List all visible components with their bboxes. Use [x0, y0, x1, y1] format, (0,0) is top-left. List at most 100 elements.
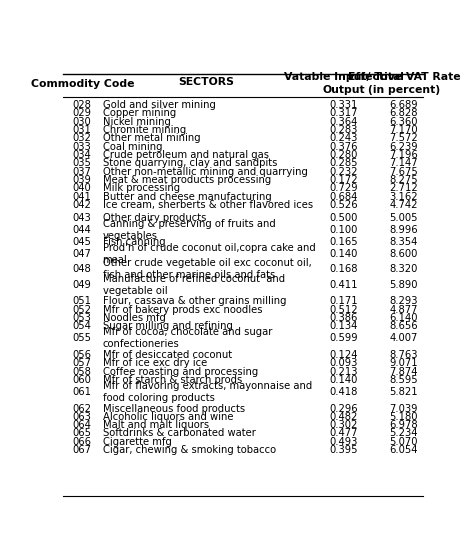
Text: 0.283: 0.283: [330, 125, 358, 135]
Text: 0.599: 0.599: [329, 333, 358, 343]
Text: Noodles mfg: Noodles mfg: [102, 313, 165, 323]
Text: 065: 065: [73, 428, 91, 438]
Text: Vatable Input/ Total
Output: Vatable Input/ Total Output: [284, 72, 404, 95]
Text: 4.007: 4.007: [390, 333, 418, 343]
Text: 066: 066: [73, 437, 91, 447]
Text: 052: 052: [73, 305, 91, 315]
Text: 0.100: 0.100: [330, 225, 358, 235]
Text: 040: 040: [73, 183, 91, 193]
Text: 6.689: 6.689: [390, 100, 418, 110]
Text: 0.477: 0.477: [330, 428, 358, 438]
Text: 037: 037: [73, 166, 91, 176]
Text: 8.996: 8.996: [390, 225, 418, 235]
Text: 045: 045: [73, 237, 91, 247]
Text: Crude petroleum and natural gas: Crude petroleum and natural gas: [102, 150, 269, 160]
Text: Chromite mining: Chromite mining: [102, 125, 186, 135]
Text: 6.360: 6.360: [390, 116, 418, 127]
Text: 034: 034: [73, 150, 91, 160]
Text: 8.275: 8.275: [390, 175, 418, 185]
Text: 0.418: 0.418: [330, 387, 358, 397]
Text: 053: 053: [73, 313, 91, 323]
Text: 067: 067: [73, 445, 91, 455]
Text: 6.140: 6.140: [390, 313, 418, 323]
Text: 0.285: 0.285: [330, 158, 358, 168]
Text: 031: 031: [73, 125, 91, 135]
Text: 0.302: 0.302: [330, 420, 358, 430]
Text: 0.729: 0.729: [329, 183, 358, 193]
Text: Flour, cassava & other grains milling: Flour, cassava & other grains milling: [102, 296, 286, 306]
Text: 041: 041: [73, 192, 91, 202]
Text: Cigar, chewing & smoking tobacco: Cigar, chewing & smoking tobacco: [102, 445, 276, 455]
Text: 061: 061: [73, 387, 91, 397]
Text: 7.572: 7.572: [390, 133, 418, 143]
Text: Mfr of bakery prods exc noodles: Mfr of bakery prods exc noodles: [102, 305, 262, 315]
Text: Butter and cheese manufacturing: Butter and cheese manufacturing: [102, 192, 271, 202]
Text: 8.763: 8.763: [390, 350, 418, 360]
Text: 5.234: 5.234: [390, 428, 418, 438]
Text: 8.354: 8.354: [390, 237, 418, 247]
Text: 0.134: 0.134: [330, 321, 358, 332]
Text: 0.317: 0.317: [330, 108, 358, 118]
Text: Softdrinks & carbonated water: Softdrinks & carbonated water: [102, 428, 255, 438]
Text: 8.595: 8.595: [390, 375, 418, 385]
Text: Sugar milling and refining: Sugar milling and refining: [102, 321, 232, 332]
Text: 0.172: 0.172: [329, 175, 358, 185]
Text: Mfr of desiccated coconut: Mfr of desiccated coconut: [102, 350, 232, 360]
Text: 0.482: 0.482: [330, 412, 358, 422]
Text: 044: 044: [73, 225, 91, 235]
Text: 8.293: 8.293: [390, 296, 418, 306]
Text: Stone quarrying, clay and sandpits: Stone quarrying, clay and sandpits: [102, 158, 277, 168]
Text: 7.147: 7.147: [390, 158, 418, 168]
Text: 7.874: 7.874: [390, 367, 418, 377]
Text: 0.411: 0.411: [330, 280, 358, 290]
Text: 0.493: 0.493: [330, 437, 358, 447]
Text: 032: 032: [73, 133, 91, 143]
Text: 0.140: 0.140: [330, 375, 358, 385]
Text: 0.093: 0.093: [330, 358, 358, 368]
Text: 0.140: 0.140: [330, 249, 358, 259]
Text: 056: 056: [73, 350, 91, 360]
Text: 7.170: 7.170: [390, 125, 418, 135]
Text: 048: 048: [73, 264, 91, 274]
Text: Other non-metallic mining and quarrying: Other non-metallic mining and quarrying: [102, 166, 308, 176]
Text: Prod'n of crude coconut oil,copra cake and
meal: Prod'n of crude coconut oil,copra cake a…: [102, 242, 315, 265]
Text: 5.180: 5.180: [390, 412, 418, 422]
Text: Effective VAT Rate
(in percent): Effective VAT Rate (in percent): [347, 72, 460, 95]
Text: 0.280: 0.280: [330, 150, 358, 160]
Text: 062: 062: [73, 404, 91, 413]
Text: 0.684: 0.684: [330, 192, 358, 202]
Text: 0.331: 0.331: [330, 100, 358, 110]
Text: 5.821: 5.821: [390, 387, 418, 397]
Text: 049: 049: [73, 280, 91, 290]
Text: 0.500: 0.500: [330, 213, 358, 223]
Text: 9.071: 9.071: [390, 358, 418, 368]
Text: 057: 057: [73, 358, 91, 368]
Text: Cigarette mfg: Cigarette mfg: [102, 437, 172, 447]
Text: 035: 035: [73, 158, 91, 168]
Text: Meat & meat products processing: Meat & meat products processing: [102, 175, 271, 185]
Text: 0.232: 0.232: [330, 166, 358, 176]
Text: 054: 054: [73, 321, 91, 332]
Text: Other metal mining: Other metal mining: [102, 133, 200, 143]
Text: 6.054: 6.054: [390, 445, 418, 455]
Text: 8.320: 8.320: [390, 264, 418, 274]
Text: 028: 028: [73, 100, 91, 110]
Text: 0.171: 0.171: [329, 296, 358, 306]
Text: Manufacture of refined coconut  and
vegetable oil: Manufacture of refined coconut and veget…: [102, 274, 285, 296]
Text: 043: 043: [73, 213, 91, 223]
Text: 042: 042: [73, 200, 91, 210]
Text: Milk processing: Milk processing: [102, 183, 180, 193]
Text: Mfr of cocoa, chocolate and sugar
confectioneries: Mfr of cocoa, chocolate and sugar confec…: [102, 327, 272, 349]
Text: 055: 055: [73, 333, 91, 343]
Text: 5.070: 5.070: [390, 437, 418, 447]
Text: 0.168: 0.168: [330, 264, 358, 274]
Text: 047: 047: [73, 249, 91, 259]
Text: Alcoholic liquors and wine: Alcoholic liquors and wine: [102, 412, 233, 422]
Text: 0.512: 0.512: [329, 305, 358, 315]
Text: 051: 051: [73, 296, 91, 306]
Text: Malt and malt liquors: Malt and malt liquors: [102, 420, 209, 430]
Text: 0.526: 0.526: [329, 200, 358, 210]
Text: Canning & preserving of fruits and
vegetables: Canning & preserving of fruits and veget…: [102, 219, 275, 241]
Text: Coffee roasting and processing: Coffee roasting and processing: [102, 367, 258, 377]
Text: Ice cream, sherberts & other flavored ices: Ice cream, sherberts & other flavored ic…: [102, 200, 313, 210]
